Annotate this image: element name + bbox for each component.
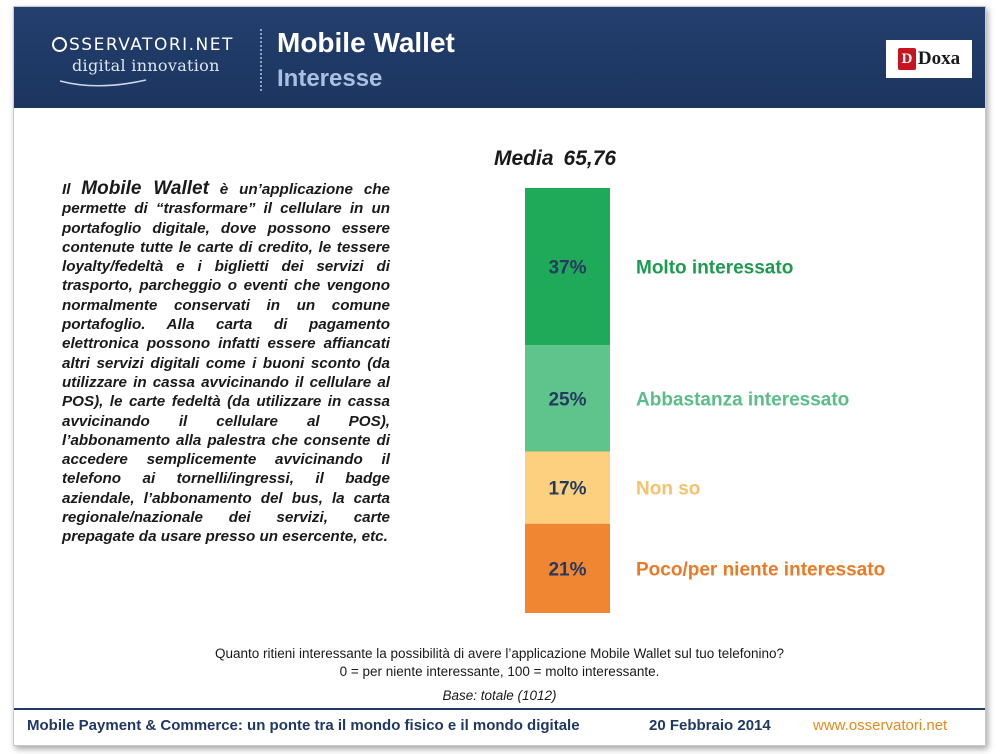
footer-event-title: Mobile Payment & Commerce: un ponte tra … bbox=[27, 717, 580, 734]
bar-segment-4 bbox=[525, 523, 610, 613]
category-label-3: Non so bbox=[636, 479, 700, 500]
osservatori-logo: SSERVATORI.NET bbox=[52, 35, 234, 55]
survey-question: Quanto ritieni interessante la possibili… bbox=[14, 645, 985, 681]
header-bar: SSERVATORI.NET digital innovation Mobile… bbox=[14, 7, 985, 108]
logo-swoosh-icon bbox=[59, 79, 147, 87]
media-label: Media bbox=[494, 147, 554, 170]
slide: SSERVATORI.NET digital innovation Mobile… bbox=[13, 6, 986, 746]
question-line-1: Quanto ritieni interessante la possibili… bbox=[214, 646, 785, 661]
page-subtitle: Interesse bbox=[277, 65, 383, 92]
category-label-2: Abbastanza interessato bbox=[636, 389, 849, 410]
base-note: Base: totale (1012) bbox=[442, 688, 557, 703]
logo-tagline: digital innovation bbox=[72, 56, 220, 75]
description-text: Il Mobile Wallet è un’applicazione che p… bbox=[62, 179, 390, 547]
question-line-2: 0 = per niente interessante, 100 = molto… bbox=[339, 664, 660, 679]
logo-ring-icon bbox=[52, 37, 67, 52]
bar-segment-2 bbox=[525, 345, 610, 452]
category-label-4: Poco/per niente interessato bbox=[636, 559, 885, 580]
intro-prefix: Il bbox=[62, 181, 82, 198]
intro-term: Mobile Wallet bbox=[81, 178, 209, 199]
doxa-mark-icon: D bbox=[897, 48, 916, 70]
footer-divider bbox=[14, 708, 985, 710]
category-label-1: Molto interessato bbox=[636, 258, 793, 279]
media-score: Media 65,76 bbox=[494, 147, 616, 171]
intro-body: è un’applicazione che permette di “trasf… bbox=[62, 181, 390, 546]
bar-segment-1 bbox=[525, 188, 610, 346]
header-divider bbox=[260, 29, 262, 91]
logo-top-text: SSERVATORI.NET bbox=[69, 35, 234, 55]
data-label-3: 17% bbox=[548, 479, 586, 500]
bar-segment-3 bbox=[525, 451, 610, 524]
media-value: 65,76 bbox=[563, 147, 617, 170]
page-title: Mobile Wallet bbox=[277, 27, 455, 58]
footer-date: 20 Febbraio 2014 bbox=[649, 717, 771, 734]
data-label-4: 21% bbox=[548, 559, 586, 580]
data-label-1: 37% bbox=[548, 258, 586, 279]
footer-link[interactable]: www.osservatori.net bbox=[813, 717, 948, 734]
data-label-2: 25% bbox=[548, 389, 586, 410]
doxa-logo-text: Doxa bbox=[917, 48, 961, 69]
doxa-logo: D Doxa bbox=[886, 40, 972, 78]
